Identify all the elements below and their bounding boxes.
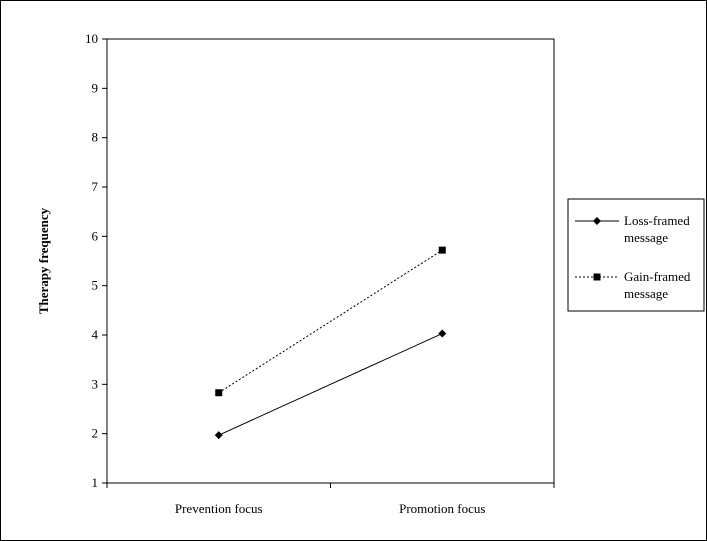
- legend-label: Loss-framed: [624, 213, 690, 228]
- y-axis: 1 2 3 4 5 6 7 8 9 10: [85, 31, 107, 490]
- y-tick-label: 1: [92, 475, 99, 490]
- y-tick-label: 2: [92, 426, 99, 441]
- x-category-label: Promotion focus: [399, 501, 485, 516]
- y-tick-label: 6: [92, 228, 99, 243]
- legend-box: [567, 198, 705, 312]
- y-tick-label: 5: [92, 278, 99, 293]
- y-tick-label: 7: [92, 179, 99, 194]
- y-tick-label: 9: [92, 80, 99, 95]
- data-point-marker: [438, 329, 447, 338]
- data-point-marker: [214, 431, 223, 440]
- series-line-2: [218, 249, 443, 394]
- legend-label: message: [624, 286, 668, 301]
- y-tick-label: 4: [92, 327, 99, 342]
- data-point-marker: [438, 246, 446, 254]
- x-category-label: Prevention focus: [175, 501, 263, 516]
- plot-area: [106, 38, 555, 484]
- series-lines: [218, 249, 443, 436]
- y-tick-label: 8: [92, 130, 99, 145]
- legend-marker: [593, 217, 601, 225]
- legend-marker: [593, 273, 601, 281]
- y-tick-label: 3: [92, 376, 99, 391]
- y-tick-label: 10: [85, 31, 98, 46]
- x-axis: Prevention focus Promotion focus: [106, 483, 555, 516]
- series-markers: [214, 246, 447, 440]
- legend-label: message: [624, 230, 668, 245]
- legend-label: Gain-framed: [624, 269, 691, 284]
- legend: Loss-framed message Gain-framed message: [567, 198, 705, 312]
- data-point-marker: [215, 389, 223, 397]
- y-axis-label: Therapy frequency: [36, 207, 51, 314]
- series-line-1: [218, 333, 443, 436]
